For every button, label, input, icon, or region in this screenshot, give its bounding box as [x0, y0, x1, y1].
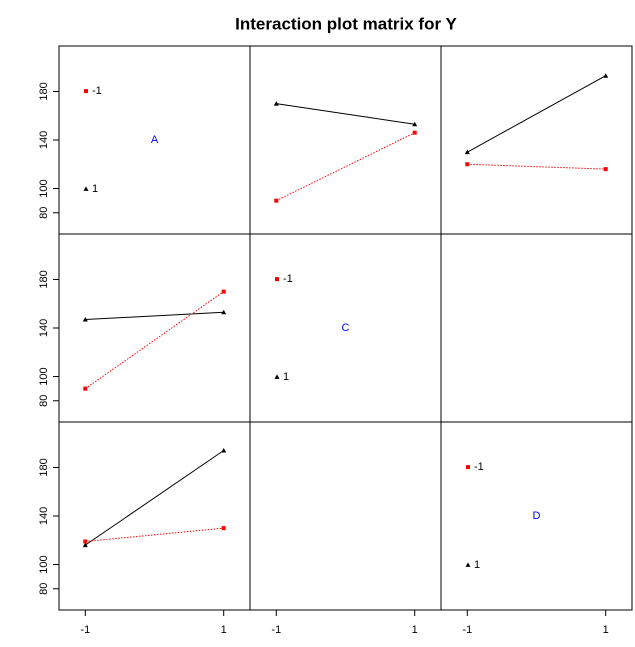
series-line	[85, 450, 224, 546]
x-tick-label: 1	[603, 624, 609, 636]
series-line	[467, 75, 606, 153]
y-tick-label: 140	[38, 319, 50, 337]
panel	[440, 45, 633, 235]
panel	[440, 233, 633, 423]
legend-label: 1	[474, 559, 480, 571]
point	[82, 542, 88, 548]
panel	[249, 421, 442, 611]
y-tick-label: 140	[38, 131, 50, 149]
factor-label: D	[533, 510, 541, 522]
legend-label: 1	[283, 371, 289, 383]
legend-label: 1	[92, 183, 98, 195]
y-tick-label: 140	[38, 507, 50, 525]
point	[83, 539, 88, 544]
factor-label: A	[151, 134, 159, 146]
x-tick-label: -1	[462, 624, 472, 636]
panel	[58, 421, 251, 611]
point	[273, 101, 279, 106]
legend-marker	[84, 89, 88, 94]
y-tick-label: 100	[38, 179, 50, 197]
legend-label: -1	[283, 273, 293, 285]
series-line	[276, 103, 415, 125]
y-tick-label: 80	[38, 583, 50, 595]
legend-label: -1	[92, 85, 102, 97]
legend-marker	[465, 562, 471, 567]
y-tick-label: 80	[38, 207, 50, 219]
series-line	[276, 132, 415, 202]
legend-label: -1	[474, 461, 484, 473]
point	[465, 162, 470, 167]
series-line	[467, 163, 606, 170]
point	[83, 386, 88, 391]
point	[274, 198, 279, 203]
legend-marker	[275, 277, 279, 282]
legend-marker	[466, 465, 470, 470]
x-tick-label: -1	[271, 624, 281, 636]
point	[603, 167, 608, 172]
y-tick-label: 100	[38, 555, 50, 573]
legend-marker	[83, 186, 89, 191]
point	[221, 309, 227, 315]
x-tick-label: 1	[412, 624, 418, 636]
point	[603, 73, 609, 78]
point	[412, 121, 418, 127]
chart-title: Interaction plot matrix for Y	[235, 14, 457, 33]
y-tick-label: 180	[38, 270, 50, 288]
point	[221, 289, 226, 294]
series-line	[85, 527, 224, 542]
point	[221, 526, 226, 531]
x-tick-label: 1	[221, 624, 227, 636]
y-tick-label: 180	[38, 82, 50, 100]
factor-label: C	[342, 322, 350, 334]
point	[464, 149, 470, 155]
series-line	[85, 291, 224, 390]
y-tick-label: 100	[38, 367, 50, 385]
panel	[249, 45, 442, 235]
series-line	[85, 311, 224, 321]
point	[221, 448, 227, 453]
x-tick-label: -1	[80, 624, 90, 636]
panel	[58, 233, 251, 423]
y-tick-label: 80	[38, 395, 50, 407]
point	[82, 317, 88, 322]
point	[412, 130, 417, 135]
legend-marker	[274, 374, 280, 379]
y-tick-label: 180	[38, 458, 50, 476]
panel	[440, 421, 633, 611]
